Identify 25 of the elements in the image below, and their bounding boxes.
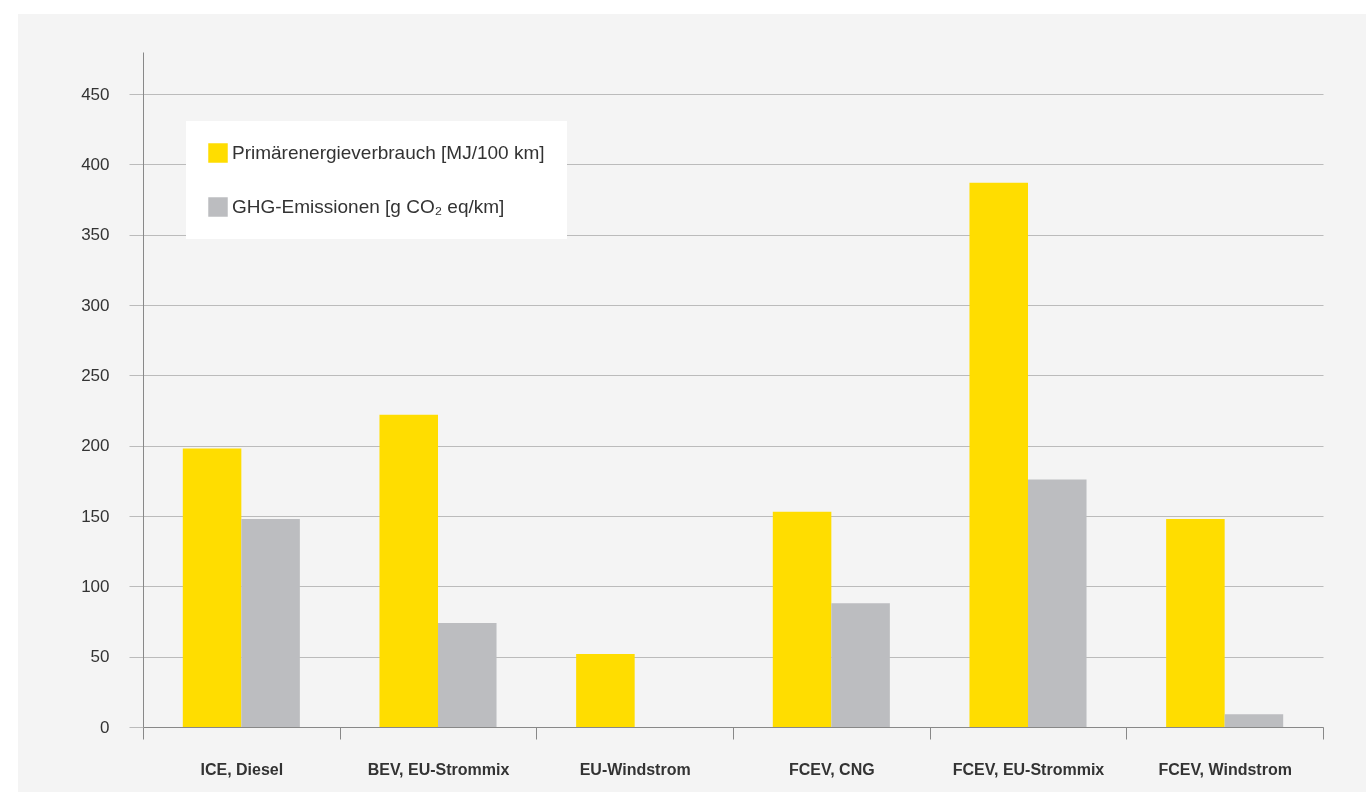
y-tick-label: 100 <box>81 576 110 596</box>
x-tick-label: ICE, Diesel <box>200 760 284 778</box>
y-tick-label: 150 <box>81 506 110 526</box>
y-tick-label: 0 <box>100 717 110 737</box>
y-tick-label: 50 <box>90 647 110 667</box>
bar <box>182 448 242 727</box>
x-tick-label: FCEV, Windstrom <box>1158 760 1292 778</box>
bar <box>379 414 438 727</box>
x-tick-label: FCEV, EU-Strommix <box>952 760 1105 778</box>
y-tick-label: 400 <box>81 155 110 174</box>
x-tick-label: BEV, EU-Strommix <box>367 760 510 778</box>
bar <box>1224 714 1284 727</box>
y-tick-label: 450 <box>81 84 110 104</box>
y-tick-label: 200 <box>81 436 110 456</box>
y-tick-label: 350 <box>81 225 110 245</box>
y-tick-label: 250 <box>81 365 110 385</box>
bar <box>576 653 635 727</box>
legend-label: GHG-Emissionen [g CO₂ eq/km] <box>232 196 505 217</box>
legend-label: Primärenergieverbrauch [MJ/100 km] <box>232 142 545 163</box>
bar <box>1166 518 1225 727</box>
x-tick-label: EU-Windstrom <box>579 760 691 778</box>
x-tick-label: FCEV, CNG <box>789 760 875 778</box>
bar <box>969 182 1028 727</box>
y-tick-label: 300 <box>81 295 110 315</box>
bar <box>772 511 832 727</box>
